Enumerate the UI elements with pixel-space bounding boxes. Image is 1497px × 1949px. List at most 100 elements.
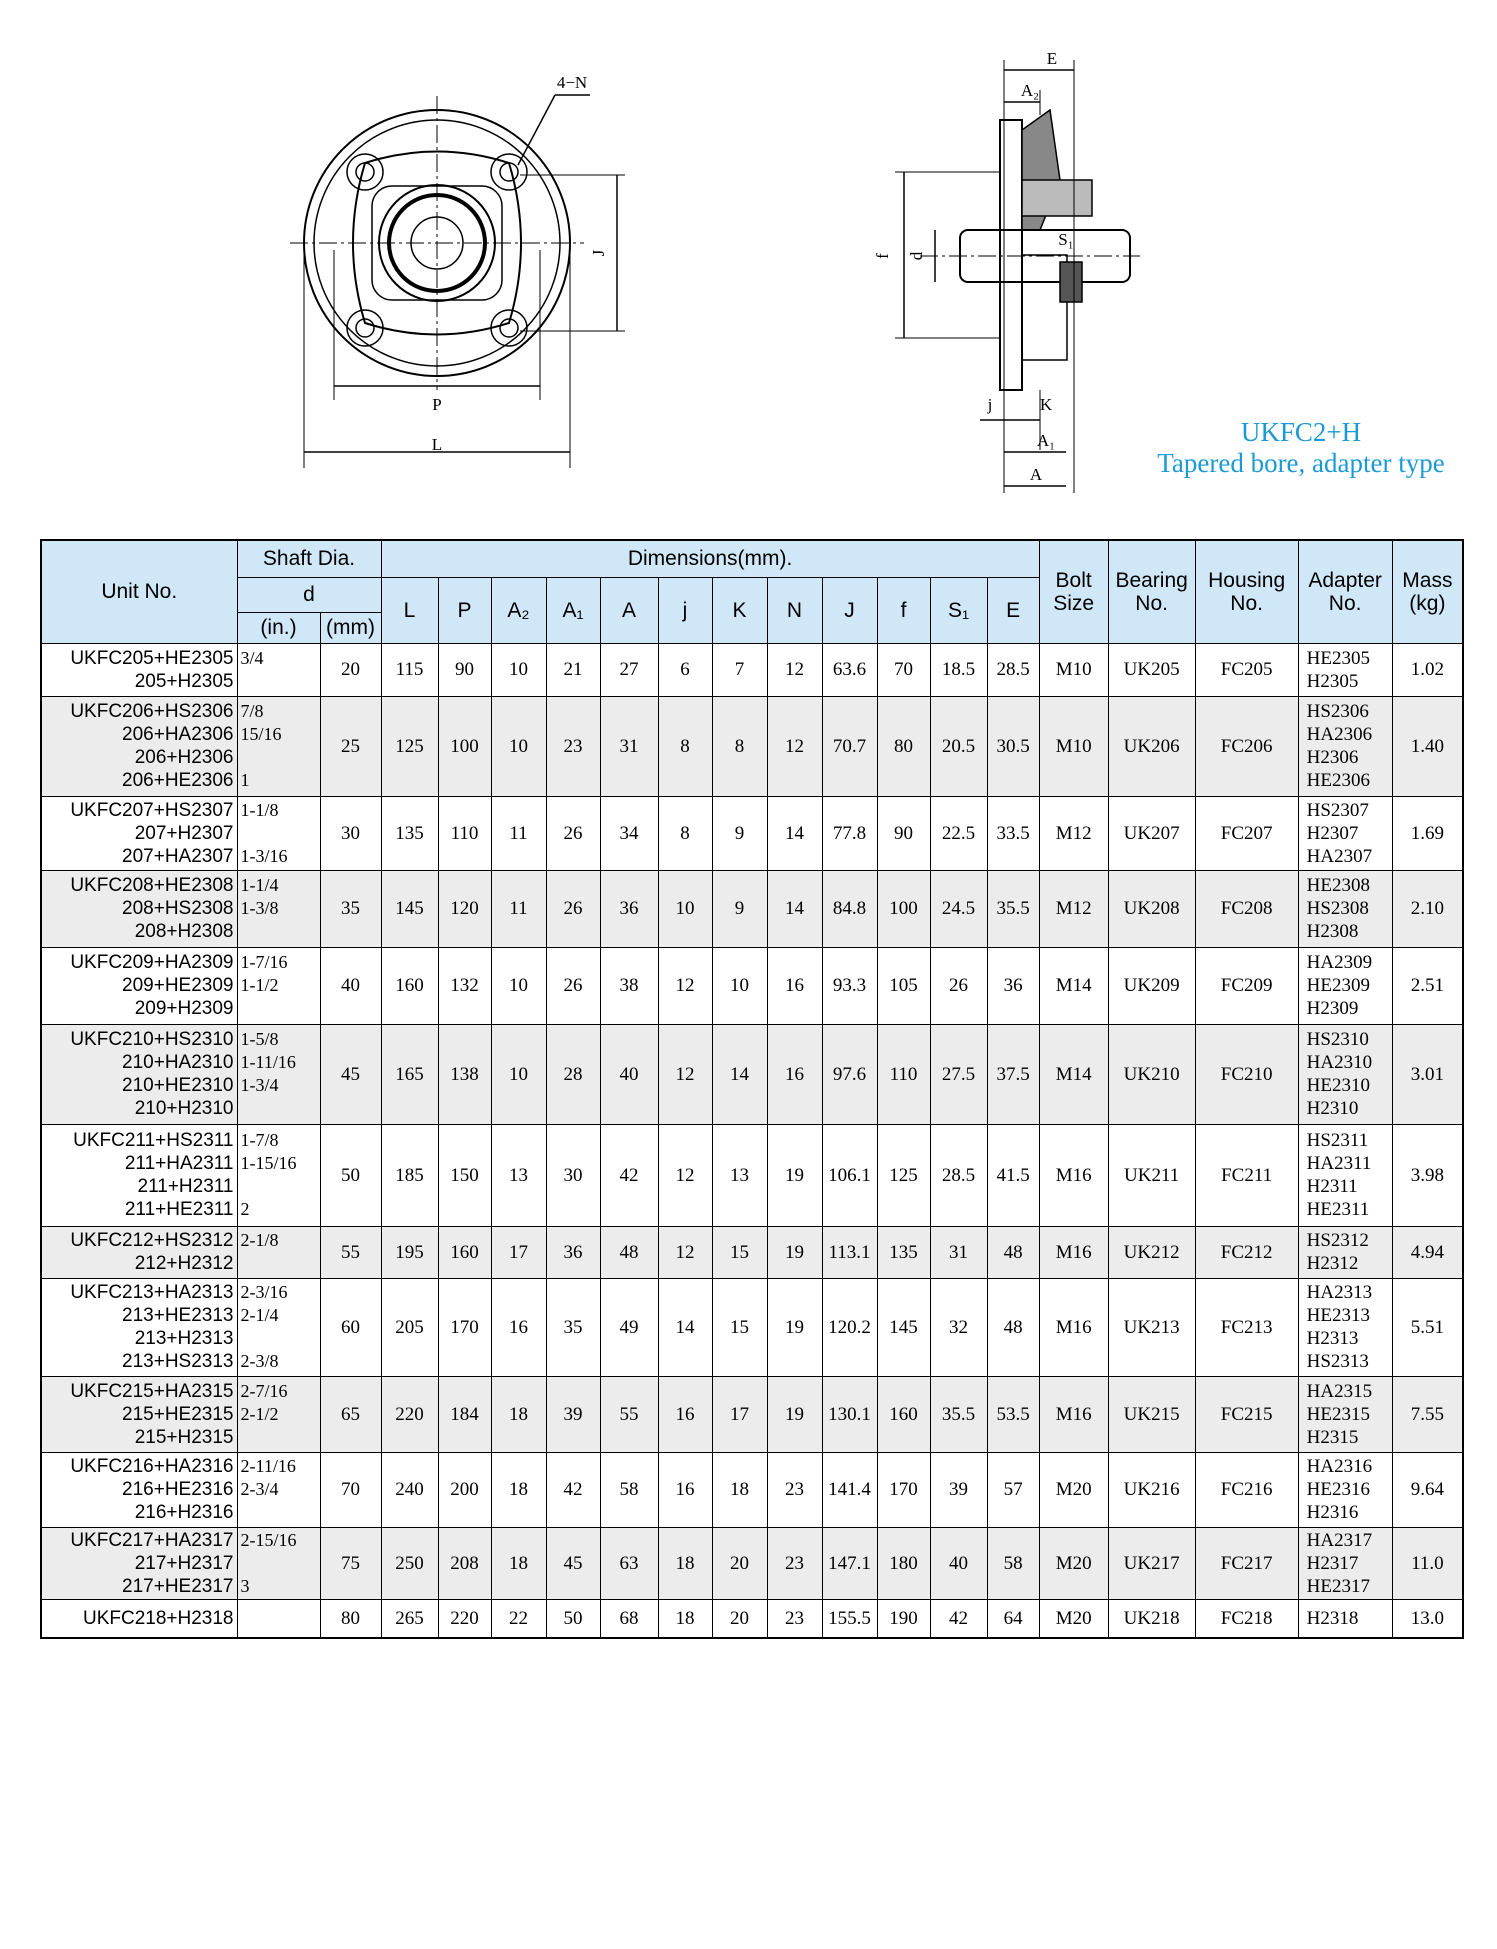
dimension: 57	[986, 1451, 1040, 1528]
shaft-inch-line	[241, 1097, 317, 1120]
dimension: 26	[545, 795, 601, 871]
dimension: 155.5	[821, 1598, 878, 1639]
dimension: 45	[545, 1526, 601, 1600]
unit-no: UKFC210+HS2310 210+HA2310 210+HE2310 210+H2…	[40, 1023, 238, 1125]
dimension: 48	[599, 1225, 659, 1279]
adapter-no-line: HS2310	[1306, 1029, 1369, 1050]
unit-no-line: 211+HE2311	[124, 1199, 234, 1220]
dimension: 10	[490, 1023, 547, 1125]
shaft-inch: 7/8 15/16 1	[236, 695, 321, 797]
dimension: 22	[490, 1598, 547, 1639]
unit-no-line: 213+H2313	[134, 1328, 234, 1349]
header-cell: Shaft Dia.	[236, 539, 382, 578]
dimension: 200	[437, 1451, 492, 1528]
shaft-inch: 2-15/16 3	[236, 1526, 321, 1600]
adapter-no-line: H2311	[1306, 1176, 1358, 1197]
dimension: 165	[380, 1023, 439, 1125]
dimension: 31	[929, 1225, 988, 1279]
dimension: 11	[490, 795, 547, 871]
header-cell: Housing No.	[1194, 539, 1299, 644]
dimension: 125	[876, 1123, 931, 1227]
header-cell-line: Mass	[1402, 568, 1453, 592]
dimension-label: P	[432, 395, 441, 414]
shaft-inch-line: 2-1/8	[240, 1230, 279, 1250]
dimension: 160	[437, 1225, 492, 1279]
housing-no: FC213	[1194, 1277, 1299, 1377]
unit-no-line: UKFC213+HA2313	[70, 1282, 234, 1303]
dimension-label: A₂	[1021, 81, 1039, 100]
dimension: 26	[929, 946, 988, 1025]
bearing-no: UK216	[1107, 1451, 1196, 1528]
dimension: 23	[766, 1598, 823, 1639]
dimension: 90	[876, 795, 931, 871]
dimension: 48	[986, 1277, 1040, 1377]
dimension: 49	[599, 1277, 659, 1377]
dimension: 40	[599, 1023, 659, 1125]
dimension: 18	[490, 1526, 547, 1600]
dimension: 9	[711, 795, 768, 871]
bolt-size: M16	[1038, 1375, 1109, 1453]
unit-no-line: 208+H2308	[134, 921, 234, 942]
bolt-size: M10	[1038, 642, 1109, 697]
dimension: 135	[876, 1225, 931, 1279]
bearing-no: UK217	[1107, 1526, 1196, 1600]
unit-no-line: UKFC212+HS2312	[70, 1230, 234, 1251]
unit-no: UKFC213+HA2313 213+HE2313 213+H2313 213+HS2…	[40, 1277, 238, 1377]
adapter-no: HA2313 HE2313 H2313 HS2313	[1297, 1277, 1393, 1377]
dimension: 38	[599, 946, 659, 1025]
mass: 5.51	[1391, 1277, 1464, 1377]
shaft-inch: 2-1/8	[236, 1225, 321, 1279]
housing-no: FC218	[1194, 1598, 1299, 1639]
adapter-no-line: HS2311	[1306, 1130, 1369, 1151]
shaft-inch-line: 7/8	[240, 701, 264, 721]
unit-no-line: UKFC208+HE2308	[70, 875, 234, 896]
dimension: 58	[599, 1451, 659, 1528]
housing-no: FC209	[1194, 946, 1299, 1025]
dimension: 13	[711, 1123, 768, 1227]
shaft-inch-line	[241, 1552, 317, 1575]
dimension: 10	[490, 946, 547, 1025]
dimension-label: A	[1030, 465, 1043, 484]
dimension: 138	[437, 1023, 492, 1125]
header-row: (in.) (mm)	[41, 611, 1463, 644]
shaft-inch-line: 1-1/8	[240, 799, 279, 820]
dimension-label: E	[1047, 49, 1057, 68]
adapter-no: HA2315 HE2315 H2315	[1297, 1375, 1393, 1453]
unit-no: UKFC212+HS2312 212+H2312	[40, 1225, 238, 1279]
dimension: 16	[766, 946, 823, 1025]
adapter-no: H2318	[1297, 1598, 1393, 1639]
mass: 9.64	[1391, 1451, 1464, 1528]
shaft-inch-line	[241, 1501, 317, 1524]
dimension: 12	[657, 1225, 713, 1279]
shaft-inch-line	[241, 1607, 317, 1630]
dimension: 10	[490, 642, 547, 697]
dimension: 18	[490, 1451, 547, 1528]
mass: 11.0	[1391, 1526, 1464, 1600]
shaft-inch-line: 2-1/2	[240, 1403, 279, 1424]
dimension: 19	[766, 1375, 823, 1453]
unit-no-line: 211+H2311	[137, 1176, 234, 1197]
mass: 3.01	[1391, 1023, 1464, 1125]
header-cell: L	[380, 576, 439, 644]
header-cell: Dimensions(mm).	[380, 539, 1040, 578]
unit-no-line: 217+H2317	[134, 1552, 234, 1574]
dimension: 120.2	[821, 1277, 878, 1377]
adapter-no-line: HA2317	[1306, 1529, 1373, 1551]
dimension: 145	[876, 1277, 931, 1377]
dimension: 18	[657, 1526, 713, 1600]
dimension: 37.5	[986, 1023, 1040, 1125]
dimension: 6	[657, 642, 713, 697]
unit-no-line: 207+H2307	[134, 822, 234, 844]
dimension: 220	[380, 1375, 439, 1453]
dimension: 42	[545, 1451, 601, 1528]
unit-no: UKFC218+H2318	[40, 1598, 238, 1639]
mass: 2.51	[1391, 946, 1464, 1025]
housing-no: FC210	[1194, 1023, 1299, 1125]
adapter-no: HS2307 H2307 HA2307	[1297, 795, 1393, 871]
dimension: 145	[380, 869, 439, 948]
dimension: 14	[711, 1023, 768, 1125]
shaft-inch-line	[241, 1426, 317, 1449]
dimension: 20	[711, 1598, 768, 1639]
